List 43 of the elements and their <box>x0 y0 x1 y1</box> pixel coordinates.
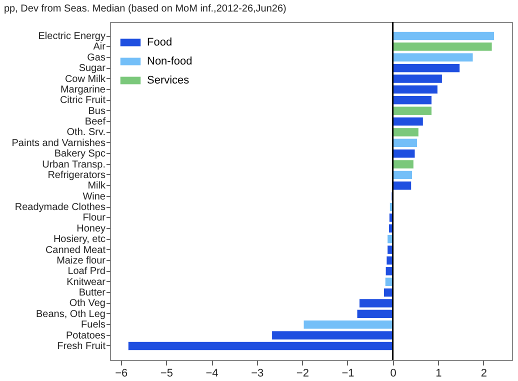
y-tick-label: Knitwear <box>66 276 106 288</box>
y-tick-label: Loaf Prd <box>68 266 106 278</box>
x-tick-label: −6 <box>115 368 128 380</box>
y-tick-label: Electric Energy <box>38 31 106 42</box>
y-tick-label: Fresh Fruit <box>57 340 106 352</box>
x-tick-label: −2 <box>296 368 309 380</box>
legend-label: Non-food <box>147 56 192 68</box>
chart-title: pp, Dev from Seas. Median (based on MoM inf.,2012-26,Jun26) <box>4 3 286 14</box>
y-tick-label: Bus <box>88 106 106 117</box>
y-tick-label: Urban Transp. <box>42 159 106 170</box>
y-tick-label: Wine <box>82 191 106 202</box>
y-tick-label: Air <box>93 42 106 53</box>
y-tick-label: Citric Fruit <box>60 95 106 106</box>
y-tick-label: Sugar <box>78 63 106 74</box>
y-tick-label: Beef <box>84 116 106 128</box>
y-tick-label: Bakery Spc <box>54 148 106 160</box>
y-tick-label: Fuels <box>81 320 106 331</box>
y-tick-label: Beans, Oth Leg <box>36 308 106 320</box>
x-tick-label: 0 <box>390 368 396 380</box>
y-tick-label: Maize flour <box>56 255 106 266</box>
y-tick-label: Hosiery, etc <box>53 234 106 246</box>
legend-label: Services <box>147 74 190 86</box>
y-tick-label: Margarine <box>60 84 106 96</box>
y-tick-label: Canned Meat <box>45 244 106 256</box>
x-tick-label: −4 <box>206 368 218 380</box>
y-tick-label: Potatoes <box>66 330 106 342</box>
x-tick-label: −5 <box>160 368 173 380</box>
y-tick-label: Milk <box>88 180 106 192</box>
y-tick-label: Butter <box>78 288 106 299</box>
legend-label: Food <box>147 36 172 48</box>
y-tick-label: Paints and Varnishes <box>12 138 106 149</box>
y-tick-label: Flour <box>82 212 106 224</box>
x-tick-label: −1 <box>342 368 354 380</box>
y-tick-label: Honey <box>76 223 106 234</box>
y-tick-label: Oth Veg <box>69 298 106 310</box>
y-tick-label: Gas <box>87 52 106 64</box>
y-tick-label: Oth. Srv. <box>66 127 106 138</box>
x-tick-label: 1 <box>436 368 442 380</box>
x-tick-label: −3 <box>251 368 264 380</box>
y-tick-label: Readymade Clothes <box>14 202 106 214</box>
y-tick-label: Refrigerators <box>48 170 106 181</box>
x-tick-label: 2 <box>480 368 488 380</box>
y-tick-label: Cow Milk <box>64 74 106 85</box>
